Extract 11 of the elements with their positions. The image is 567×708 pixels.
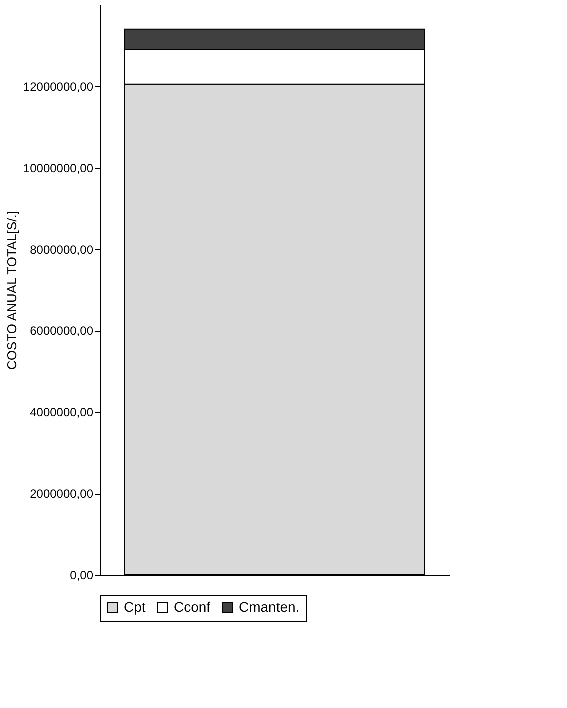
- y-tick-label: 2000000,00: [30, 487, 94, 502]
- y-tick-label: 0,00: [70, 568, 94, 582]
- y-tick-label: 4000000,00: [30, 406, 94, 420]
- legend-label: Cpt: [124, 599, 146, 615]
- y-tick-label: 6000000,00: [30, 324, 94, 338]
- y-tick-label: 10000000,00: [23, 161, 94, 176]
- legend-label: Cmanten.: [239, 599, 300, 615]
- y-tick-label: 12000000,00: [23, 80, 94, 94]
- y-tick-label: 8000000,00: [30, 242, 94, 257]
- y-axis-title: COSTO ANUAL TOTAL[S/.]: [4, 211, 20, 370]
- legend-label: Cconf: [174, 599, 211, 615]
